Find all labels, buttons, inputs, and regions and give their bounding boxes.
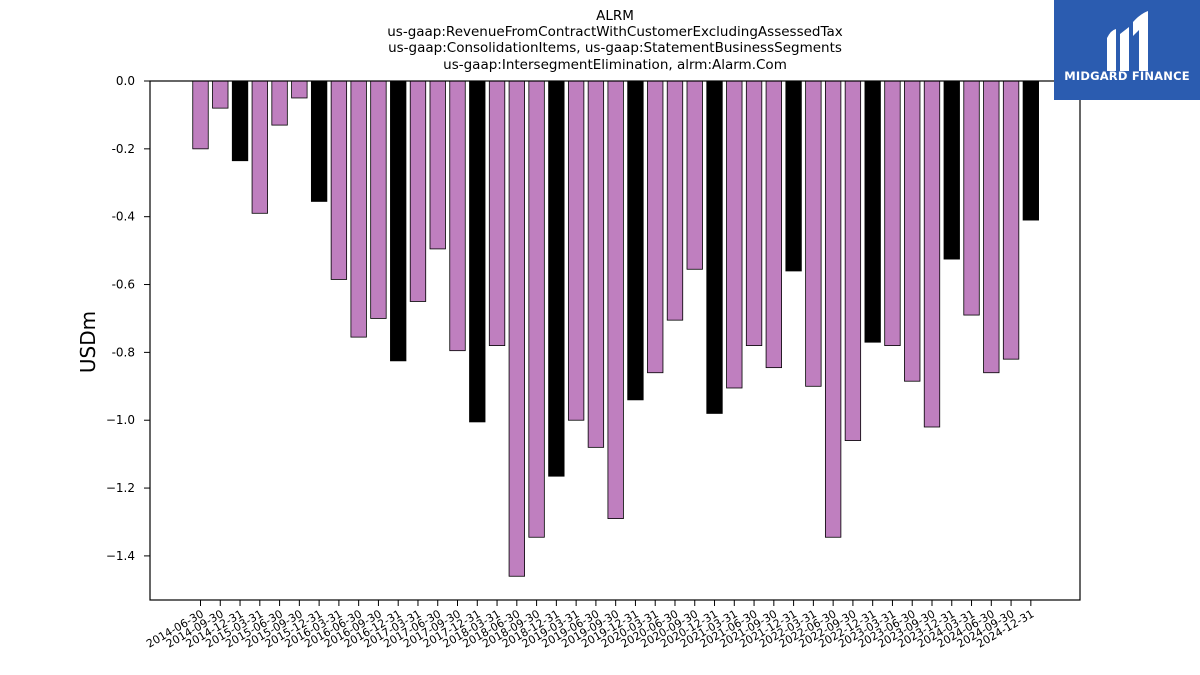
y-tick-label: -0.6 bbox=[112, 278, 135, 292]
bar-2022-09-30 bbox=[844, 80, 862, 441]
chart-title-line-2: us-gaap:RevenueFromContractWithCustomerE… bbox=[387, 24, 843, 40]
bar-2016-09-30 bbox=[370, 80, 387, 319]
bar-2017-03-31 bbox=[409, 80, 427, 302]
chart-title-line-3: us-gaap:ConsolidationItems, us-gaap:Stat… bbox=[388, 40, 842, 56]
chart-title-line-4: us-gaap:IntersegmentElimination, alrm:Al… bbox=[443, 57, 787, 73]
y-tick-label: 0.0 bbox=[116, 74, 135, 88]
bar-2020-09-30 bbox=[686, 80, 703, 270]
bar-2015-09-30 bbox=[291, 80, 308, 99]
bars bbox=[192, 80, 1039, 577]
bar-2016-03-31 bbox=[330, 80, 348, 280]
y-tick-label: −1.0 bbox=[106, 413, 135, 427]
y-tick-label: −1.4 bbox=[106, 549, 135, 563]
y-tick-label: -0.2 bbox=[112, 142, 135, 156]
bar-2017-09-30 bbox=[449, 80, 466, 352]
bar-2022-06-30 bbox=[824, 80, 842, 538]
bar-2016-06-30 bbox=[350, 80, 367, 338]
brand-mark-icon bbox=[1107, 11, 1148, 71]
bar-2024-12-31 bbox=[1022, 80, 1039, 221]
plot-frame bbox=[149, 80, 1081, 601]
bar-2019-09-30 bbox=[607, 80, 624, 519]
bar-2024-09-30 bbox=[1002, 80, 1020, 360]
bar-2015-06-30 bbox=[271, 80, 288, 126]
bar-2021-12-31 bbox=[785, 80, 802, 272]
x-axis-ticks: 2014-06-302014-09-302014-12-312015-03-31… bbox=[144, 600, 1036, 651]
bar-2018-12-31 bbox=[548, 80, 565, 477]
bar-2014-09-30 bbox=[212, 80, 229, 109]
bar-2023-03-31 bbox=[884, 80, 901, 346]
bar-2019-06-30 bbox=[587, 80, 605, 448]
y-tick-label: −1.2 bbox=[106, 481, 135, 495]
chart-title-line-1: ALRM bbox=[596, 8, 634, 24]
bar-2015-03-31 bbox=[251, 80, 268, 214]
bar-2021-09-30 bbox=[765, 80, 782, 369]
bar-2018-03-31 bbox=[488, 80, 506, 346]
chart-title: ALRM us-gaap:RevenueFromContractWithCust… bbox=[387, 8, 843, 73]
y-tick-label: -0.4 bbox=[112, 210, 135, 224]
bar-2015-12-31 bbox=[310, 80, 328, 202]
bar-2016-12-31 bbox=[390, 80, 407, 362]
bar-2018-06-30 bbox=[508, 80, 525, 577]
bar-2014-06-30 bbox=[192, 80, 209, 150]
y-tick-label: -0.8 bbox=[112, 345, 135, 359]
y-axis-label: USDm bbox=[76, 311, 100, 373]
bar-2014-12-31 bbox=[231, 80, 249, 162]
brand-name: MIDGARD FINANCE bbox=[1064, 69, 1190, 83]
bar-2024-06-30 bbox=[983, 80, 1000, 374]
bar-2023-09-30 bbox=[923, 80, 941, 428]
bar-2023-12-31 bbox=[943, 80, 960, 260]
bar-2021-06-30 bbox=[745, 80, 763, 346]
bar-2024-03-31 bbox=[963, 80, 980, 316]
bar-2017-12-31 bbox=[469, 80, 486, 423]
bar-2022-03-31 bbox=[805, 80, 822, 387]
bar-2020-06-30 bbox=[666, 80, 684, 321]
bar-2021-03-31 bbox=[726, 80, 743, 389]
bar-2022-12-31 bbox=[864, 80, 881, 343]
bar-2023-06-30 bbox=[904, 80, 921, 382]
bar-2019-03-31 bbox=[567, 80, 585, 421]
bar-2017-06-30 bbox=[429, 80, 446, 250]
bar-2019-12-31 bbox=[627, 80, 644, 401]
bar-2018-09-30 bbox=[528, 80, 545, 538]
y-axis-ticks: 0.0 -0.2 -0.4 -0.6 -0.8 −1.0 −1.2 −1.4 bbox=[106, 74, 150, 563]
bar-2020-12-31 bbox=[706, 80, 723, 414]
bar-2020-03-31 bbox=[647, 80, 664, 374]
brand-logo: MIDGARD FINANCE bbox=[1054, 0, 1200, 100]
